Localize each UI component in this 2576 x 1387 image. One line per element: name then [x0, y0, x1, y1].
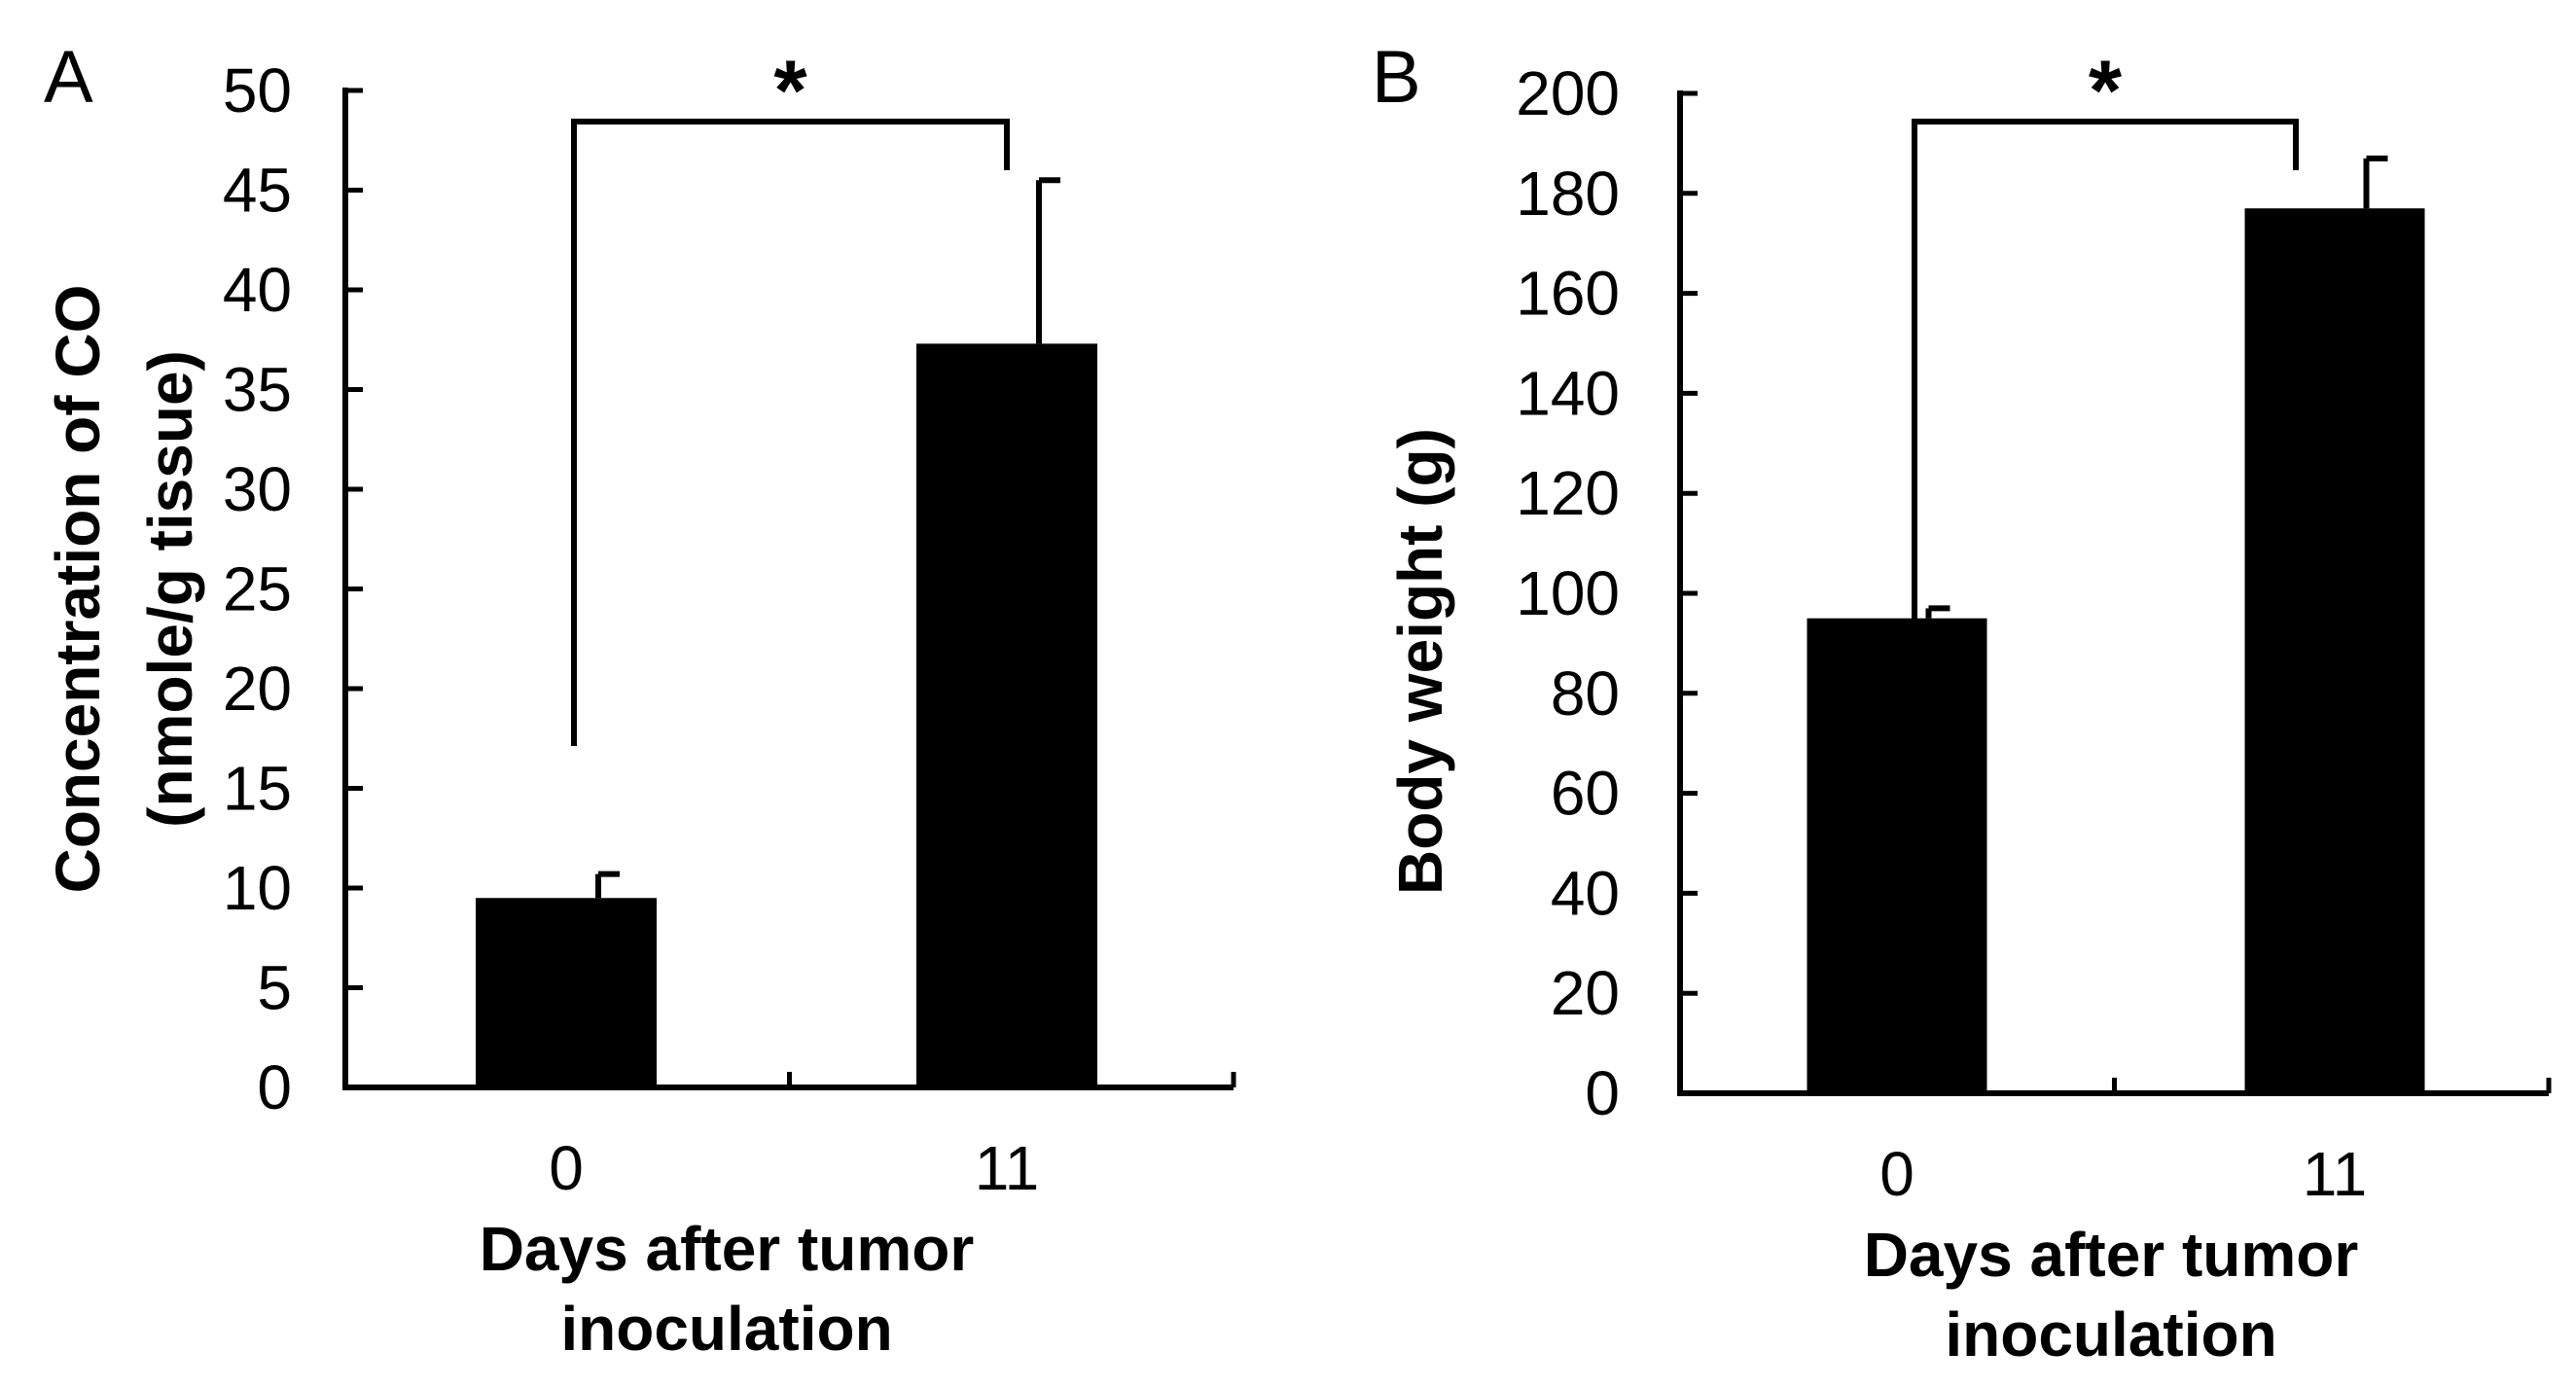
y-tick-label: 60: [1551, 759, 1620, 829]
y-tick-label: 160: [1516, 259, 1620, 329]
y-axis-title: Concentration of CO: [43, 285, 113, 894]
x-axis-title: inoculation: [560, 1294, 892, 1364]
y-tick-label: 50: [223, 55, 292, 125]
y-tick-label: 20: [223, 654, 292, 724]
x-axis-title: inoculation: [1945, 1299, 2276, 1369]
y-tick-label: 35: [223, 355, 292, 425]
y-tick-label: 200: [1516, 58, 1620, 128]
y-tick-label: 20: [1551, 958, 1620, 1028]
y-tick-label: 100: [1516, 558, 1620, 628]
y-tick-label: 40: [1551, 858, 1620, 928]
bar-11: [916, 343, 1097, 1088]
panel-b: B 0 20 40 60 80 100 120 140 160 180 200 0 11 Days afte…: [1372, 36, 2552, 1369]
x-axis-title: Days after tumor: [1864, 1220, 2359, 1290]
y-tick-label: 120: [1516, 458, 1620, 528]
x-tick-label: 0: [1879, 1139, 1914, 1209]
y-tick-label: 140: [1516, 358, 1620, 428]
significance-star: *: [2089, 42, 2123, 138]
y-tick-label: 45: [223, 156, 292, 226]
y-tick-label: 0: [1585, 1058, 1620, 1128]
y-tick-label: 30: [223, 454, 292, 524]
significance-bracket: [1912, 119, 2299, 642]
x-tick-label: 11: [2303, 1139, 2367, 1209]
x-tick-label: 0: [549, 1133, 584, 1203]
y-axis-title: (nmole/g tissue): [135, 350, 205, 828]
bar-0: [1807, 618, 1987, 1093]
y-tick-label: 10: [223, 853, 292, 923]
y-tick-label: 25: [223, 554, 292, 624]
significance-bracket: [571, 119, 1010, 746]
bar-0: [476, 898, 657, 1087]
y-tick-label: 180: [1516, 159, 1620, 229]
significance-star: *: [773, 42, 807, 138]
y-tick-label: 80: [1551, 658, 1620, 729]
panel-letter: A: [44, 36, 93, 119]
y-tick-label: 15: [223, 754, 292, 824]
y-axis-title: Body weight (g): [1385, 428, 1455, 895]
y-tick-label: 0: [257, 1052, 292, 1122]
x-tick-label: 11: [975, 1133, 1039, 1203]
y-tick-label: 40: [223, 255, 292, 325]
bar-11: [2244, 208, 2425, 1094]
x-axis-title: Days after tumor: [480, 1214, 975, 1284]
y-tick-label: 5: [257, 953, 292, 1023]
panel-letter: B: [1372, 36, 1421, 119]
